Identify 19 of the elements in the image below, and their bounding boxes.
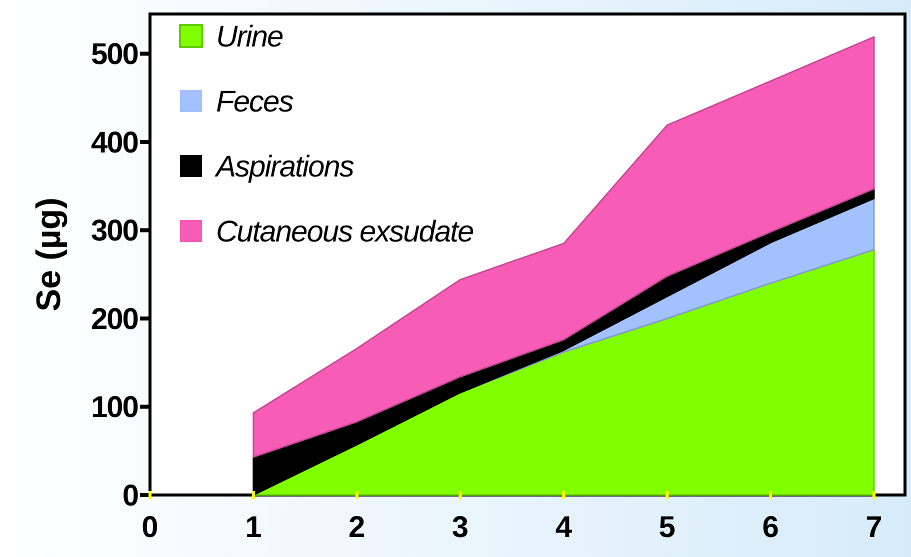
y-tick-label: 400 [90,126,138,160]
legend-label: Aspirations [214,150,354,184]
y-tick-label: 300 [90,214,138,248]
x-tick-label: 3 [452,511,469,544]
x-tick-label: 7 [866,511,882,544]
y-tick-label: 0 [122,480,138,512]
x-tick-label: 1 [245,511,262,544]
y-tick-label: 500 [90,38,138,72]
x-tick-label: 5 [658,511,676,544]
legend-label: Cutaneous exsudate [216,216,474,248]
y-axis-title: Se (µg) [30,197,68,312]
y-tick-label: 200 [90,302,138,336]
legend-label: Feces [216,86,294,118]
y-tick-label: 100 [90,391,138,424]
x-tick-label: 4 [555,511,572,544]
x-tick-label: 2 [348,511,366,544]
legend-label: Urine [216,20,284,54]
x-tick-label: 0 [142,511,158,544]
x-tick-label: 6 [762,511,779,544]
